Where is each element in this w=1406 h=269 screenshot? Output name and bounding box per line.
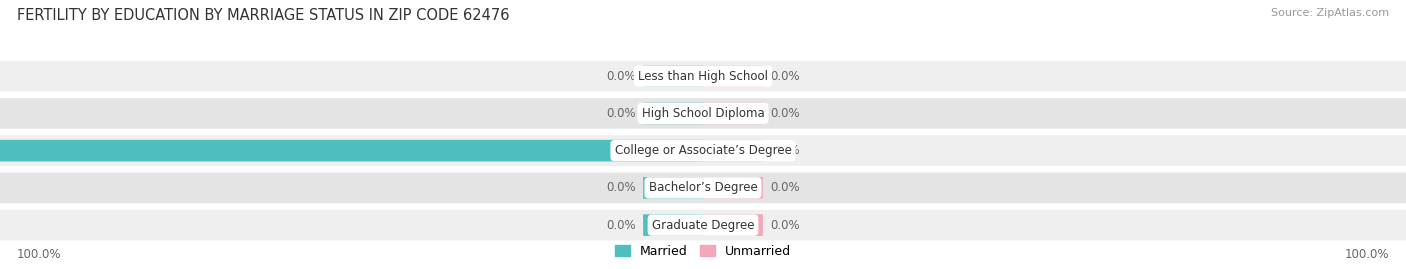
FancyBboxPatch shape [703,177,763,199]
Text: 0.0%: 0.0% [770,219,800,232]
Text: 0.0%: 0.0% [606,219,637,232]
Text: 0.0%: 0.0% [770,144,800,157]
Text: 100.0%: 100.0% [1344,248,1389,261]
FancyBboxPatch shape [703,65,763,87]
Text: Bachelor’s Degree: Bachelor’s Degree [648,181,758,194]
FancyBboxPatch shape [0,173,1406,203]
FancyBboxPatch shape [0,210,1406,240]
FancyBboxPatch shape [703,140,763,161]
Text: 100.0%: 100.0% [17,248,62,261]
FancyBboxPatch shape [0,135,1406,166]
Text: 0.0%: 0.0% [770,181,800,194]
Text: Source: ZipAtlas.com: Source: ZipAtlas.com [1271,8,1389,18]
Text: College or Associate’s Degree: College or Associate’s Degree [614,144,792,157]
Text: High School Diploma: High School Diploma [641,107,765,120]
Text: 0.0%: 0.0% [606,107,637,120]
Text: Less than High School: Less than High School [638,70,768,83]
Text: FERTILITY BY EDUCATION BY MARRIAGE STATUS IN ZIP CODE 62476: FERTILITY BY EDUCATION BY MARRIAGE STATU… [17,8,509,23]
FancyBboxPatch shape [703,102,763,124]
Text: Graduate Degree: Graduate Degree [652,219,754,232]
FancyBboxPatch shape [643,177,703,199]
Legend: Married, Unmarried: Married, Unmarried [610,240,796,263]
Text: 0.0%: 0.0% [770,70,800,83]
FancyBboxPatch shape [703,214,763,236]
Text: 0.0%: 0.0% [606,70,637,83]
Text: 0.0%: 0.0% [606,181,637,194]
FancyBboxPatch shape [643,65,703,87]
FancyBboxPatch shape [643,214,703,236]
FancyBboxPatch shape [0,140,703,161]
FancyBboxPatch shape [643,102,703,124]
FancyBboxPatch shape [0,98,1406,129]
FancyBboxPatch shape [0,61,1406,91]
Text: 0.0%: 0.0% [770,107,800,120]
